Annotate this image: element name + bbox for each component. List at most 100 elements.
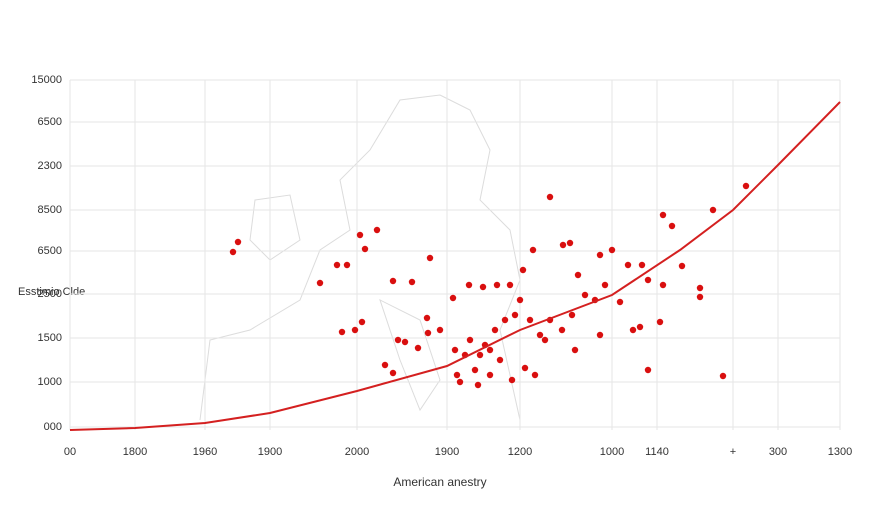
scatter-point <box>508 376 516 384</box>
scatter-point <box>361 245 369 253</box>
scatter-point <box>493 281 501 289</box>
scatter-point <box>451 346 459 354</box>
x-tick-label: 1000 <box>600 446 624 458</box>
scatter-point <box>465 281 473 289</box>
x-tick-label: 2000 <box>345 446 369 458</box>
scatter-point <box>526 316 534 324</box>
scatter-point <box>358 318 366 326</box>
scatter-point <box>486 371 494 379</box>
scatter-point <box>678 262 686 270</box>
scatter-point <box>616 298 624 306</box>
scatter-point <box>423 314 431 322</box>
x-tick-label: 1140 <box>645 446 669 458</box>
y-tick-label: 6500 <box>38 116 62 128</box>
x-tick-label: 1300 <box>828 446 852 458</box>
scatter-point <box>519 266 527 274</box>
scatter-point <box>496 356 504 364</box>
y-tick-label: 2500 <box>38 288 62 300</box>
scatter-point <box>356 231 364 239</box>
scatter-point <box>511 311 519 319</box>
scatter-point <box>709 206 717 214</box>
scatter-point <box>373 226 381 234</box>
scatter-point <box>719 372 727 380</box>
y-tick-label: 2300 <box>38 160 62 172</box>
y-tick-label: 1000 <box>38 376 62 388</box>
scatter-point <box>394 336 402 344</box>
scatter-point <box>596 251 604 259</box>
scatter-point <box>351 326 359 334</box>
x-tick-label: 1800 <box>123 446 147 458</box>
scatter-point <box>521 364 529 372</box>
x-tick-label: 1960 <box>193 446 217 458</box>
x-axis-label: American anestry <box>393 475 486 489</box>
scatter-point <box>624 261 632 269</box>
scatter-point <box>389 369 397 377</box>
scatter-point <box>234 238 242 246</box>
scatter-point <box>636 323 644 331</box>
x-tick-label: 300 <box>769 446 787 458</box>
scatter-point <box>536 331 544 339</box>
scatter-point <box>601 281 609 289</box>
scatter-point <box>426 254 434 262</box>
scatter-point <box>506 281 514 289</box>
scatter-point <box>574 271 582 279</box>
scatter-point <box>516 296 524 304</box>
scatter-point <box>408 278 416 286</box>
y-tick-label: 8500 <box>38 204 62 216</box>
x-tick-label: 1900 <box>435 446 459 458</box>
scatter-point <box>568 311 576 319</box>
scatter-point <box>343 261 351 269</box>
scatter-point <box>531 371 539 379</box>
scatter-point <box>491 326 499 334</box>
y-axis-label: Esstimio Clde <box>18 286 85 298</box>
scatter-point <box>229 248 237 256</box>
scatter-point <box>644 366 652 374</box>
scatter-point <box>501 316 509 324</box>
scatter-point <box>479 283 487 291</box>
scatter-point <box>581 291 589 299</box>
scatter-point <box>638 261 646 269</box>
scatter-point <box>571 346 579 354</box>
scatter-point <box>381 361 389 369</box>
scatter-point <box>389 277 397 285</box>
scatter-point <box>566 239 574 247</box>
scatter-point <box>659 211 667 219</box>
scatter-point <box>529 246 537 254</box>
y-tick-label: 000 <box>44 421 62 433</box>
scatter-point <box>546 193 554 201</box>
y-tick-label: 1500 <box>38 332 62 344</box>
scatter-point <box>316 279 324 287</box>
scatter-point <box>466 336 474 344</box>
scatter-point <box>668 222 676 230</box>
scatter-point <box>424 329 432 337</box>
x-tick-label: 00 <box>64 446 76 458</box>
scatter-point <box>596 331 604 339</box>
scatter-point <box>696 284 704 292</box>
scatter-point <box>608 246 616 254</box>
scatter-point <box>558 326 566 334</box>
scatter-point <box>471 366 479 374</box>
y-tick-label: 6500 <box>38 245 62 257</box>
x-tick-label: 1200 <box>508 446 532 458</box>
scatter-point <box>644 276 652 284</box>
trend-line <box>69 101 841 431</box>
scatter-point <box>453 371 461 379</box>
scatter-point <box>474 381 482 389</box>
scatter-point <box>742 182 750 190</box>
x-tick-label: 1900 <box>258 446 282 458</box>
scatter-point <box>486 346 494 354</box>
scatter-point <box>401 338 409 346</box>
map-background <box>199 94 521 421</box>
scatter-point <box>559 241 567 249</box>
scatter-point <box>629 326 637 334</box>
scatter-point <box>338 328 346 336</box>
scatter-point <box>436 326 444 334</box>
x-tick-label: + <box>730 446 736 458</box>
scatter-point <box>656 318 664 326</box>
scatter-point <box>456 378 464 386</box>
scatter-point <box>659 281 667 289</box>
scatter-point <box>476 351 484 359</box>
scatter-point <box>541 336 549 344</box>
scatter-point <box>333 261 341 269</box>
